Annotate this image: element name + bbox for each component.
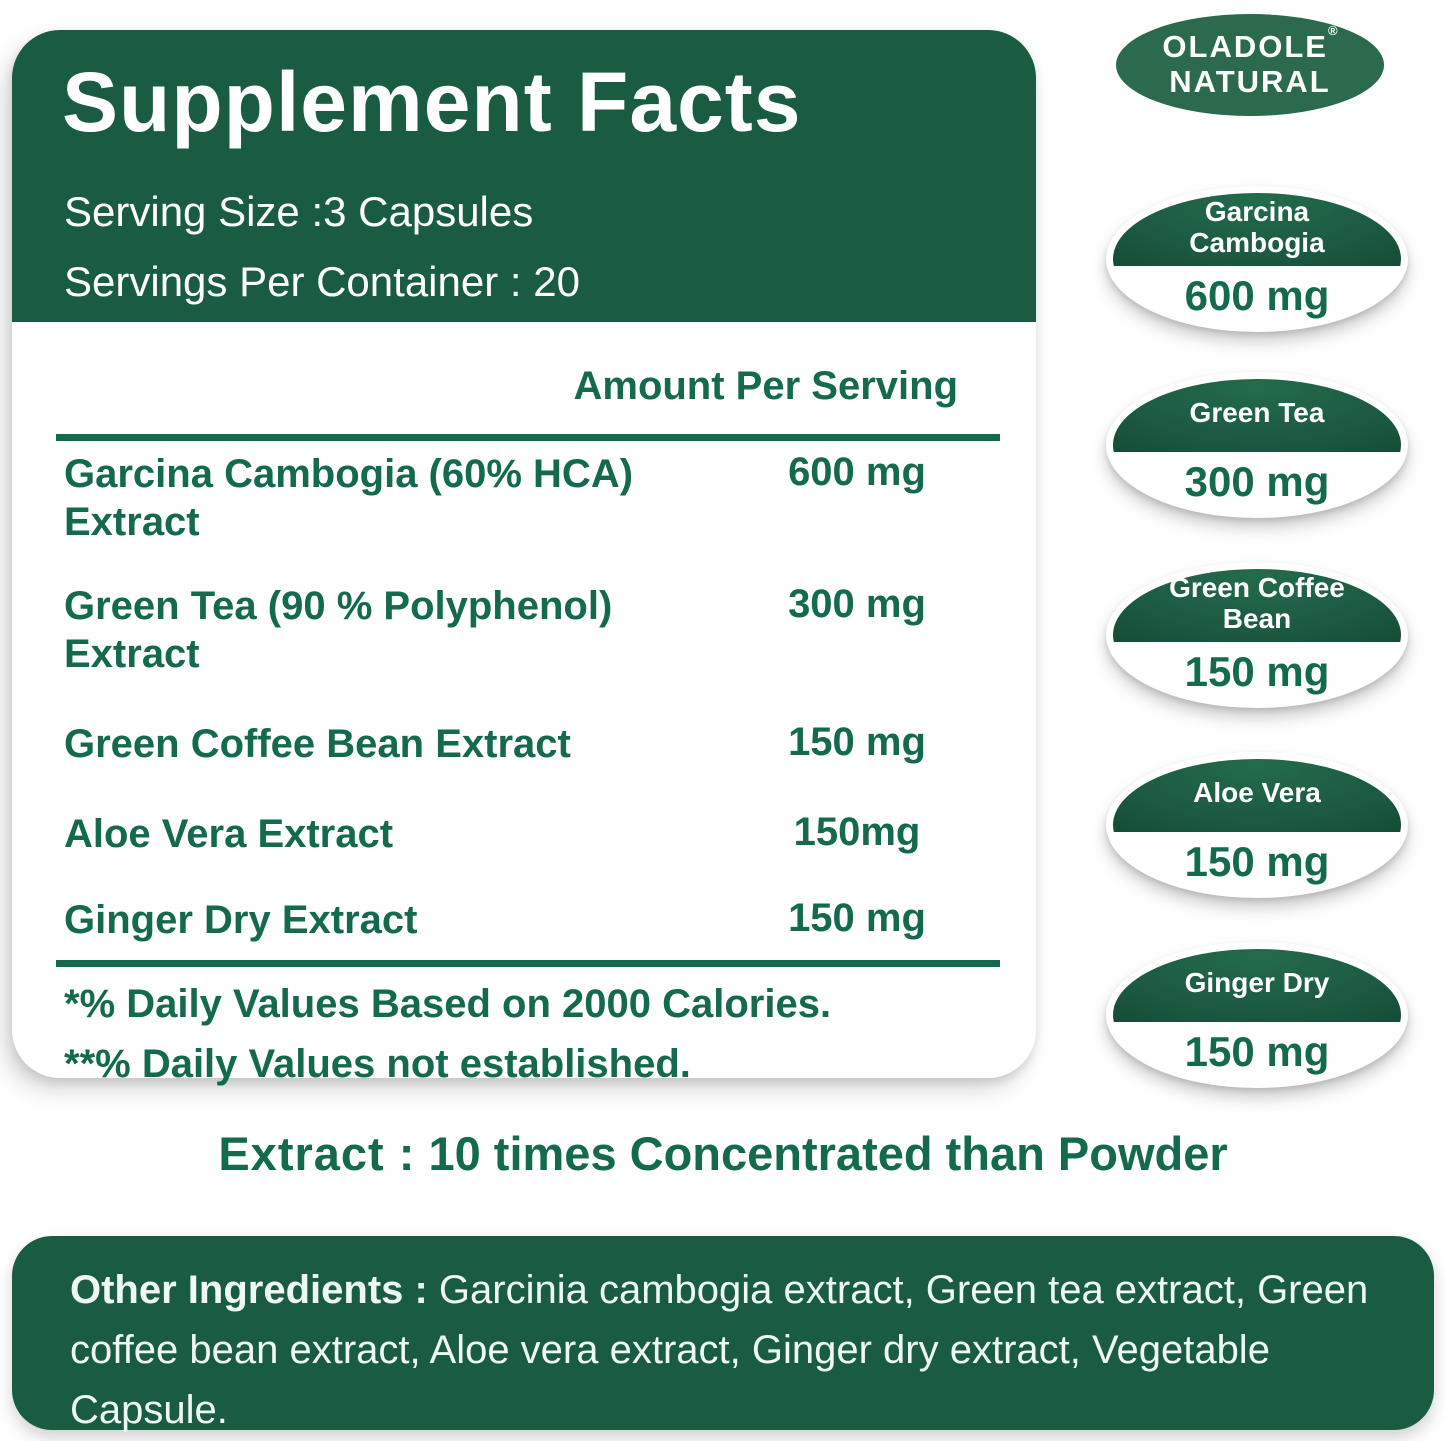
badge-ingredient-name: Ginger Dry	[1184, 967, 1330, 999]
table-row: Aloe Vera Extract 150mg	[64, 810, 1000, 858]
other-ingredients-list: Garcinia cambogia extract, Green tea ext…	[70, 1268, 1369, 1432]
badge-ingredient-name: Garcina Cambogia	[1189, 195, 1325, 258]
badge-ingredient-amount: 300 mg	[1184, 458, 1330, 505]
brand-name-line1: OLADOLE®	[1162, 23, 1338, 65]
divider-bottom	[56, 960, 1000, 967]
supplement-facts-panel: Supplement Facts Serving Size :3 Capsule…	[12, 30, 1036, 1086]
daily-values-footnote: *% Daily Values Based on 2000 Calories.	[64, 982, 832, 1026]
capsule-badge: Green Coffee Bean 150 mg	[1106, 562, 1408, 708]
amount-per-serving-header: Amount Per Serving	[573, 364, 958, 408]
ingredient-amount: 150mg	[793, 810, 921, 854]
other-ingredients-box: Other Ingredients : Garcinia cambogia ex…	[12, 1236, 1434, 1432]
badge-ingredient-amount: 150 mg	[1184, 648, 1330, 695]
ingredient-name: Ginger Dry Extract	[64, 898, 418, 942]
badge-dome	[1113, 949, 1401, 1022]
ingredient-name: Green Tea (90 % Polyphenol) Extract	[64, 584, 613, 676]
brand-name-line2: NATURAL	[1169, 64, 1331, 99]
extract-tagline: Extract : 10 times Concentrated than Pow…	[0, 1126, 1446, 1181]
badge-ingredient-name: Green Coffee Bean	[1169, 571, 1345, 634]
badge-ingredient-name: Aloe Vera	[1193, 777, 1321, 809]
badge-clip	[1113, 379, 1401, 511]
table-row: Green Tea (90 % Polyphenol) Extract 300 …	[64, 582, 1000, 678]
badge-dome	[1113, 569, 1401, 642]
table-row: Green Coffee Bean Extract 150 mg	[64, 720, 1000, 768]
capsule-badge: Garcina Cambogia 600 mg	[1106, 186, 1408, 332]
capsule-badge: Ginger Dry 150 mg	[1106, 942, 1408, 1088]
panel-header: Supplement Facts Serving Size :3 Capsule…	[12, 30, 1036, 322]
servings-per-container: Servings Per Container : 20	[64, 258, 580, 305]
badge-clip	[1113, 569, 1401, 701]
serving-size: Serving Size :3 Capsules	[64, 188, 534, 235]
ingredient-name: Green Coffee Bean Extract	[64, 722, 571, 766]
brand-logo: OLADOLE® NATURAL	[1116, 14, 1384, 116]
badge-dome	[1113, 193, 1401, 266]
tagline-lead: Extract :	[218, 1127, 416, 1180]
ingredient-amount: 150 mg	[788, 896, 926, 940]
divider-top	[56, 434, 1000, 441]
tagline-rest: 10 times Concentrated than Powder	[415, 1127, 1228, 1180]
ingredient-name: Aloe Vera Extract	[64, 812, 394, 856]
badge-dome	[1113, 759, 1401, 832]
ingredient-amount: 150 mg	[788, 720, 926, 764]
badge-clip	[1113, 949, 1401, 1081]
ingredient-name: Garcina Cambogia (60% HCA) Extract	[64, 452, 634, 544]
badge-clip	[1113, 193, 1401, 325]
daily-values-footnote: **% Daily Values not established.	[64, 1042, 691, 1086]
ingredient-amount: 600 mg	[788, 450, 926, 494]
ingredient-amount: 300 mg	[788, 582, 926, 626]
other-ingredients-label: Other Ingredients :	[70, 1268, 428, 1312]
capsule-badge: Green Tea 300 mg	[1106, 372, 1408, 518]
badge-dome	[1113, 379, 1401, 452]
badge-ingredient-name: Green Tea	[1189, 397, 1325, 429]
table-row: Garcina Cambogia (60% HCA) Extract 600 m…	[64, 450, 1000, 546]
table-row: Ginger Dry Extract 150 mg	[64, 896, 1000, 944]
registered-mark: ®	[1327, 23, 1338, 39]
badge-ingredient-amount: 600 mg	[1184, 272, 1330, 319]
badge-clip	[1113, 759, 1401, 891]
badge-ingredient-amount: 150 mg	[1184, 1028, 1330, 1075]
capsule-badge: Aloe Vera 150 mg	[1106, 752, 1408, 898]
badge-ingredient-amount: 150 mg	[1184, 838, 1330, 885]
page-title: Supplement Facts	[62, 55, 802, 149]
